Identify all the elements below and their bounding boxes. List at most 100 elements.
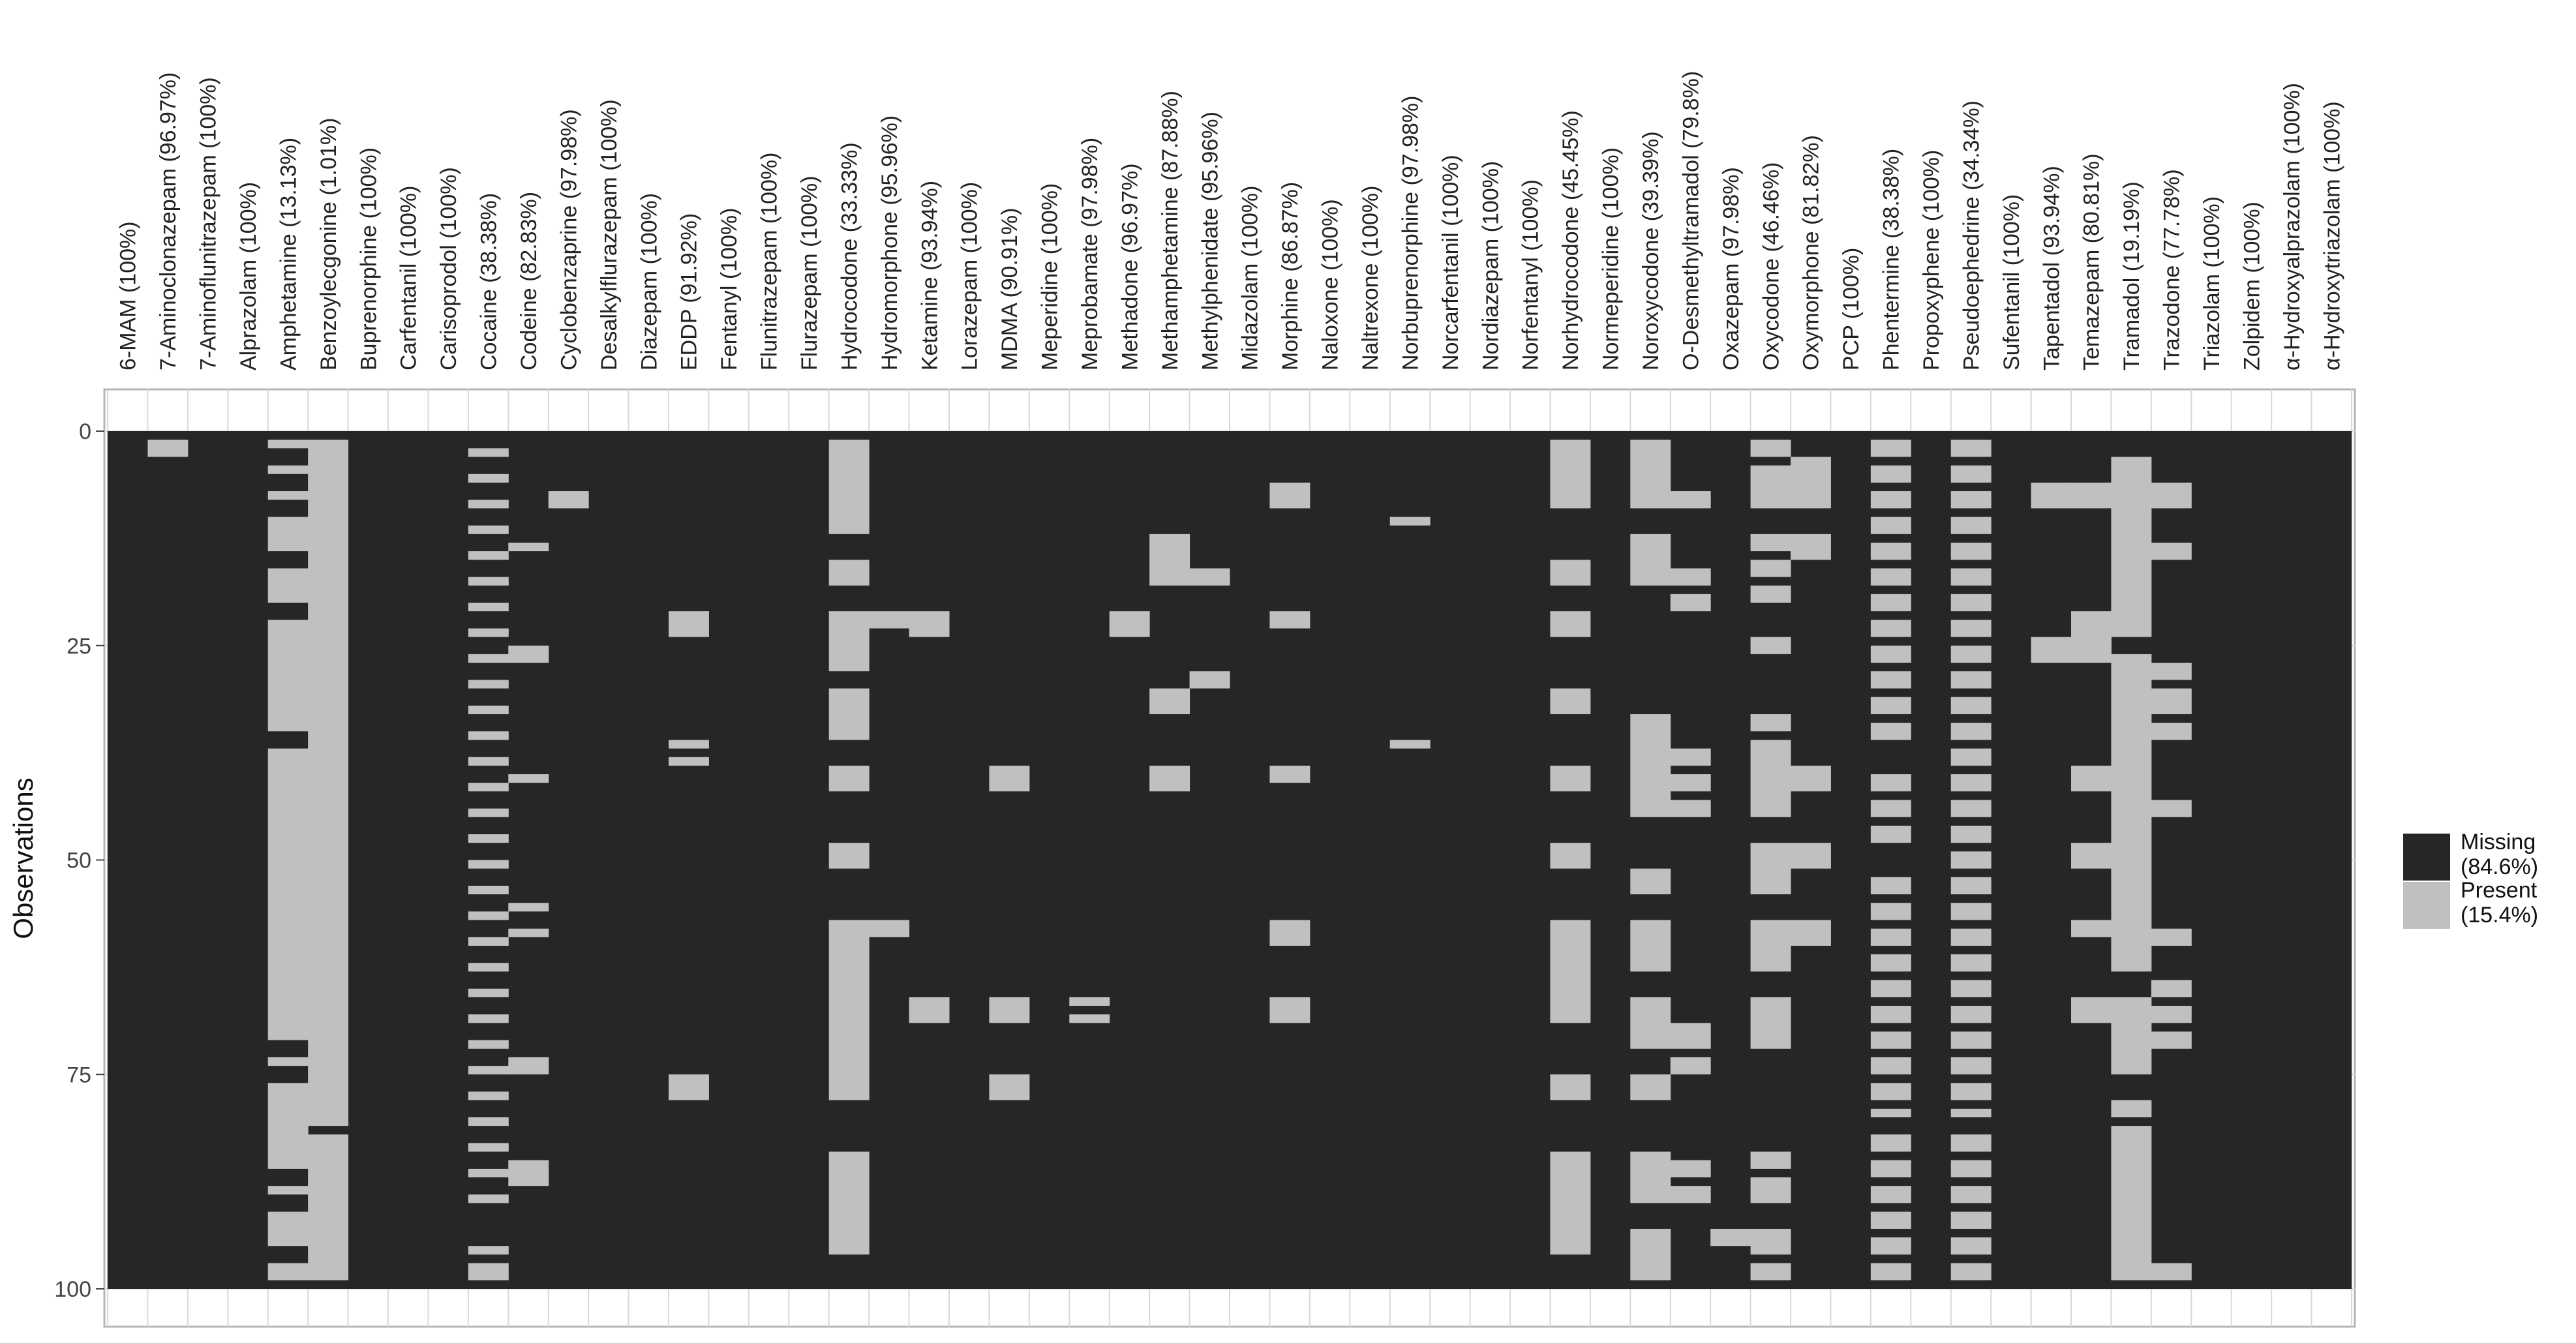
y-tick-label: 50 [67,849,91,873]
present-cell [508,903,549,912]
present-cell [468,911,509,920]
present-cell [669,1074,709,1100]
present-cell [508,645,549,663]
present-cell [468,1117,509,1126]
present-cell [1269,920,1311,946]
present-cell [468,860,509,869]
y-tick-label: 75 [67,1063,91,1087]
column-label: PCP (100%) [1839,248,1864,370]
column-label: Normeperidine (100%) [1599,147,1624,370]
present-cell [1750,714,1791,732]
legend-label-missing: Missing [2461,830,2536,854]
present-cell [1950,568,1992,586]
present-cell [1149,534,1190,586]
present-cell [989,765,1030,792]
present-cell [468,1014,509,1023]
present-cell [1870,491,1911,509]
column-label: 6-MAM (100%) [116,221,141,370]
present-cell [1950,877,1992,895]
x-axis-labels: 6-MAM (100%) 7-Aminoclonazepam (96.97%) 7-… [116,71,2345,370]
present-cell [468,963,509,972]
present-cell [1950,1057,1992,1075]
present-cell [1630,1228,1671,1280]
present-cell [1750,585,1791,603]
column-label: Desalkylflurazepam (100%) [597,99,622,370]
column-label: Trazodone (77.78%) [2160,169,2185,370]
present-cell [1950,851,1992,869]
present-cell [1670,774,1711,792]
column-label: EDDP (91.92%) [677,213,702,370]
present-cell [1950,671,1992,689]
y-tick-label: 0 [79,419,91,444]
present-cell [1950,825,1992,843]
present-cell [1670,748,1711,766]
present-cell [1950,465,1992,483]
column-label: Methamphetamine (87.88%) [1158,91,1183,370]
present-cell [267,568,309,603]
present-cell [1870,1160,1911,1178]
column-label: Tapentadol (93.94%) [2039,166,2064,370]
present-cell [2111,457,2152,637]
present-cell [2151,1263,2192,1280]
present-cell [989,997,1030,1023]
column-label: Midazolam (100%) [1238,186,1263,370]
present-cell [2151,723,2192,740]
column-label: Norcarfentanil (100%) [1438,155,1463,370]
column-label: 7-Aminoclonazepam (96.97%) [156,72,181,370]
y-tick-label: 25 [67,634,91,659]
column-label: Triazolam (100%) [2200,196,2224,370]
present-cell [1750,997,1791,1049]
cells-layer [108,431,2352,1289]
present-cell [1149,688,1190,714]
present-cell [1870,594,1911,612]
present-cell [1950,980,1992,997]
column-label: Cyclobenzaprine (97.98%) [556,109,581,370]
present-cell [468,474,509,483]
present-cell [1670,1023,1711,1049]
column-label: Amphetamine (13.13%) [276,138,301,370]
present-cell [267,748,309,1040]
present-cell [1950,620,1992,637]
present-cell [989,1074,1030,1100]
present-cell [1870,774,1911,792]
present-cell [267,465,309,474]
present-cell [468,448,509,457]
present-cell [2071,611,2112,663]
present-cell [267,1211,309,1246]
present-cell [1791,765,1831,792]
present-cell [1950,1134,1992,1152]
present-cell [869,611,910,629]
present-cell [1670,1057,1711,1075]
present-cell [468,1143,509,1152]
column-label: Benzoylecgonine (1.01%) [316,118,341,370]
column-label: Temazepam (80.81%) [2080,153,2104,370]
present-cell [468,1066,509,1075]
present-cell [1189,568,1230,586]
present-cell [1750,843,1791,895]
present-cell [2151,928,2192,946]
present-cell [267,517,309,552]
present-cell [1550,920,1591,1023]
present-cell [1791,457,1831,509]
present-cell [1870,1211,1911,1229]
present-cell [1750,440,1791,457]
present-cell [1791,920,1831,946]
present-cell [1750,534,1791,552]
column-label: Flurazepam (100%) [797,175,822,370]
present-cell [1870,877,1911,895]
present-cell [1950,440,1992,457]
column-label: Tramadol (19.19%) [2119,181,2144,370]
present-cell [1149,765,1190,792]
present-cell [1870,440,1911,457]
column-label: Methadone (96.97%) [1117,163,1142,370]
present-cell [1950,954,1992,972]
present-cell [828,688,870,740]
present-cell [1870,954,1911,972]
present-cell [1870,1134,1911,1152]
present-cell [1950,1006,1992,1023]
present-cell [2151,482,2192,509]
present-cell [2151,663,2192,680]
present-cell [2111,1100,2152,1117]
missing-background [108,431,2352,1289]
